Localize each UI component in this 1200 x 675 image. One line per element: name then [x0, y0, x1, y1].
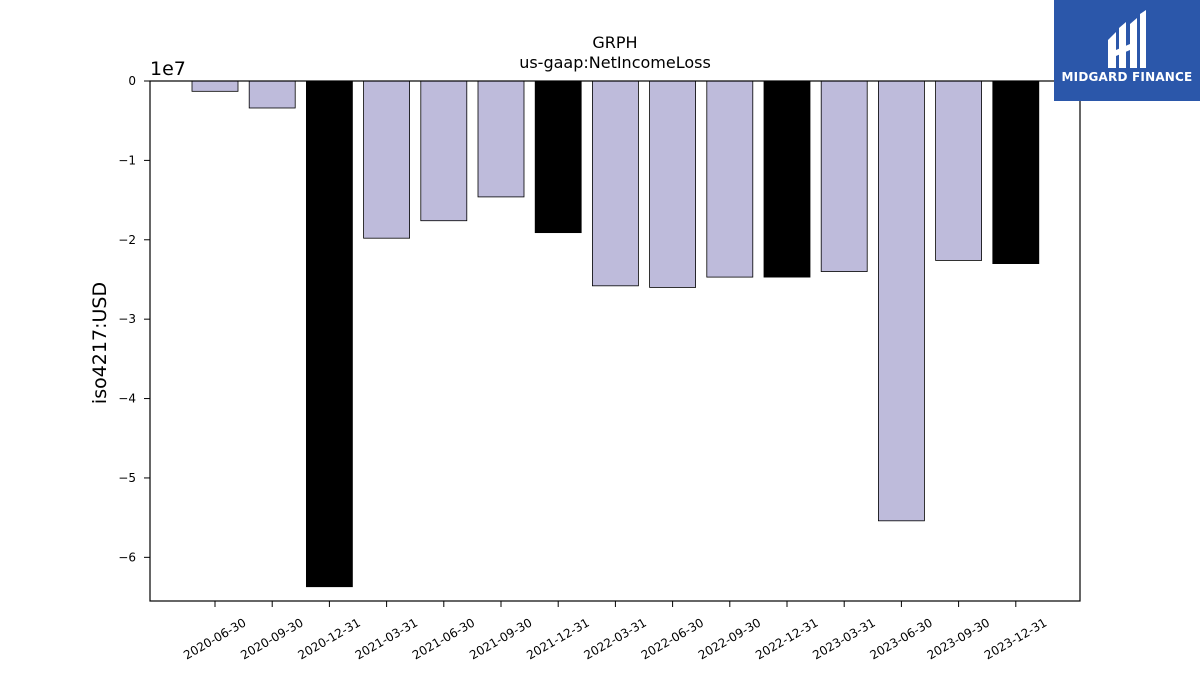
midgard-finance-logo: MIDGARD FINANCE	[1054, 0, 1200, 101]
chart-title: GRPH	[592, 33, 637, 52]
x-tick-label: 2020-12-31	[295, 615, 362, 662]
chart-subtitle: us-gaap:NetIncomeLoss	[519, 53, 711, 72]
bars-group	[191, 80, 1040, 588]
y-tick-label: −4	[118, 392, 136, 406]
x-tick-label: 2021-03-31	[353, 615, 420, 662]
y-offset-label: 1e7	[150, 58, 186, 80]
y-tick-label: 0	[128, 74, 136, 88]
bar-2023-09-30	[935, 80, 982, 261]
bar-2023-12-31	[992, 80, 1040, 264]
bar-2022-06-30	[649, 80, 696, 288]
y-tick-label: −2	[118, 233, 136, 247]
x-tick-label: 2020-09-30	[238, 615, 305, 662]
bar-2021-12-31	[534, 80, 582, 234]
bar-2021-06-30	[420, 80, 468, 222]
x-tick-label: 2022-12-31	[753, 615, 820, 662]
x-tick-label: 2023-06-30	[867, 615, 934, 662]
x-tick-label: 2020-06-30	[181, 615, 248, 662]
bar-2020-09-30	[248, 80, 296, 109]
midgard-logo-mark-icon	[1108, 10, 1146, 68]
x-tick-label: 2021-06-30	[410, 615, 477, 662]
bar-2022-03-31	[592, 80, 639, 287]
y-tick-label: −5	[118, 471, 136, 485]
x-tick-label: 2023-03-31	[810, 615, 877, 662]
x-tick-label: 2021-09-30	[467, 615, 534, 662]
bar-2022-12-31	[763, 80, 811, 278]
x-tick-label: 2022-06-30	[639, 615, 706, 662]
logo-text: MIDGARD FINANCE	[1061, 70, 1193, 84]
x-tick-label: 2022-03-31	[581, 615, 648, 662]
y-tick-label: −3	[118, 312, 136, 326]
bar-2022-09-30	[706, 80, 754, 278]
x-tick-label: 2021-12-31	[524, 615, 591, 662]
x-tick-label: 2022-09-30	[696, 615, 763, 662]
bar-2023-06-30	[878, 80, 925, 522]
bar-2020-06-30	[191, 80, 239, 92]
bar-2021-09-30	[477, 80, 525, 198]
bar-2021-03-31	[363, 80, 411, 239]
bar-2023-03-31	[820, 80, 868, 272]
x-tick-label: 2023-12-31	[982, 615, 1049, 662]
y-tick-label: −6	[118, 550, 136, 564]
x-tick-label: 2023-09-30	[925, 615, 992, 662]
plot-frame	[149, 80, 1081, 602]
y-tick-label: −1	[118, 153, 136, 167]
y-axis-label: iso4217:USD	[89, 282, 111, 404]
x-axis-ticks: 2020-06-302020-09-302020-12-312021-03-31…	[181, 601, 1049, 662]
y-axis-ticks: 0 −1 −2 −3 −4 −5 −6	[118, 74, 150, 564]
bar-2020-12-31	[305, 80, 353, 588]
